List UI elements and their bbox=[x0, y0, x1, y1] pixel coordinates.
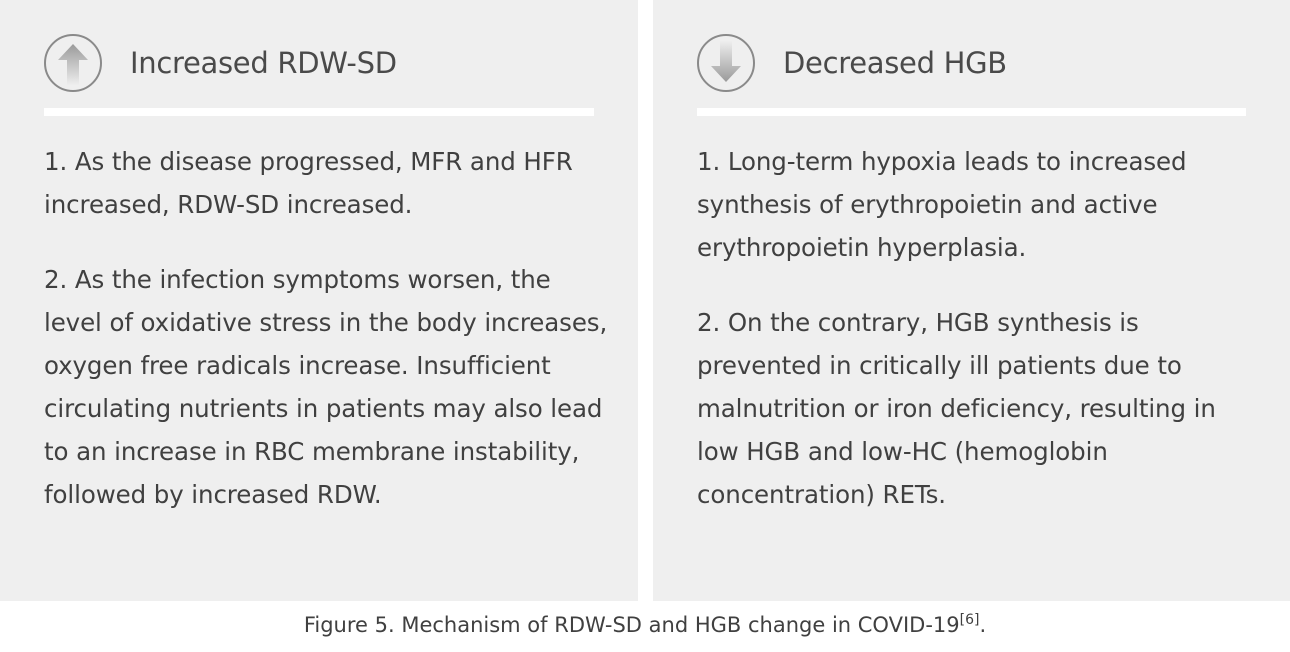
panel-title: Increased RDW-SD bbox=[130, 46, 397, 80]
arrow-down-icon bbox=[697, 34, 755, 92]
figure-caption: Figure 5. Mechanism of RDW-SD and HGB ch… bbox=[303, 612, 987, 637]
divider bbox=[44, 108, 594, 116]
citation[interactable]: [6] bbox=[959, 612, 980, 628]
point: 2. On the contrary, HGB synthesis is pre… bbox=[697, 308, 1216, 509]
panel-decreased-hgb: Decreased HGB 1. Long-term hypoxia leads… bbox=[653, 0, 1290, 601]
arrow-up-icon bbox=[44, 34, 102, 92]
point: 1. Long-term hypoxia leads to increased … bbox=[697, 147, 1187, 262]
point: 1. As the disease progressed, MFR and HF… bbox=[44, 147, 573, 219]
divider bbox=[697, 108, 1246, 116]
panel-increased-rdw-sd: Increased RDW-SD 1. As the disease progr… bbox=[0, 0, 638, 601]
point: 2. As the infection symptoms worsen, the… bbox=[44, 265, 608, 509]
panel-title: Decreased HGB bbox=[783, 46, 1007, 80]
